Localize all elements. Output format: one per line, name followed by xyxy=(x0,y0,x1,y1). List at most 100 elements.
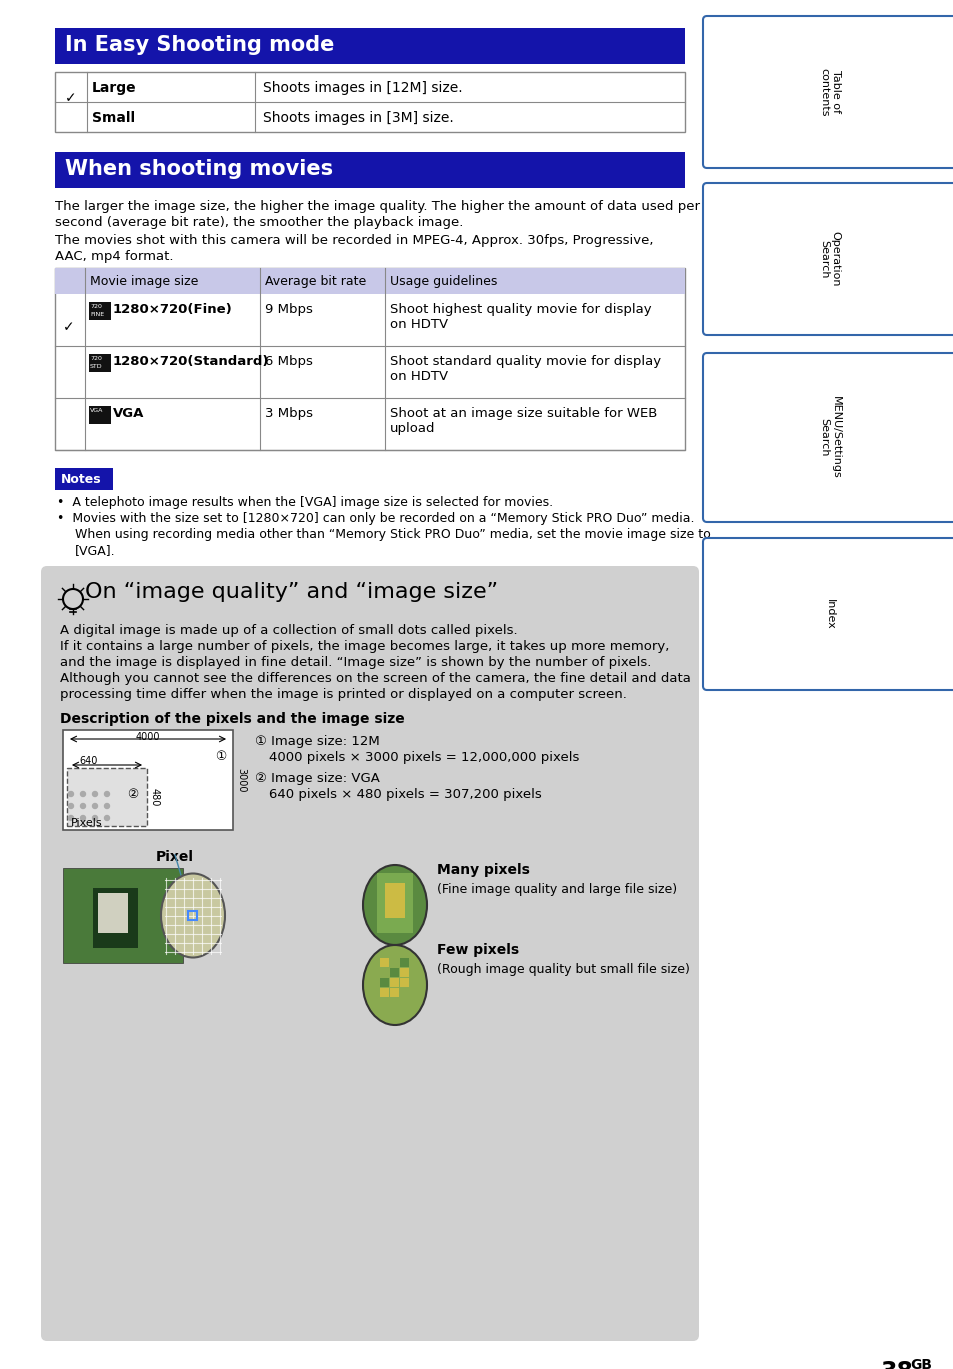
Bar xyxy=(399,977,409,987)
Bar xyxy=(399,988,409,997)
Text: The larger the image size, the higher the image quality. The higher the amount o: The larger the image size, the higher th… xyxy=(55,200,700,214)
Text: Shoots images in [12M] size.: Shoots images in [12M] size. xyxy=(263,81,462,94)
Text: 3000: 3000 xyxy=(235,768,246,793)
Circle shape xyxy=(80,816,86,820)
Text: GB: GB xyxy=(909,1358,931,1369)
Text: Shoots images in [3M] size.: Shoots images in [3M] size. xyxy=(263,111,454,125)
Text: VGA: VGA xyxy=(112,407,144,420)
Text: 4000 pixels × 3000 pixels = 12,000,000 pixels: 4000 pixels × 3000 pixels = 12,000,000 p… xyxy=(269,752,578,764)
Text: Small: Small xyxy=(91,111,135,125)
Bar xyxy=(55,268,684,294)
Text: VGA: VGA xyxy=(90,408,103,413)
Text: 1280×720(Fine): 1280×720(Fine) xyxy=(112,303,233,316)
Text: [VGA].: [VGA]. xyxy=(75,543,115,557)
Text: Shoot at an image size suitable for WEB
upload: Shoot at an image size suitable for WEB … xyxy=(390,407,657,435)
Text: 3 Mbps: 3 Mbps xyxy=(265,407,313,420)
Text: 720: 720 xyxy=(90,356,102,361)
Text: FINE: FINE xyxy=(90,312,104,318)
Text: A digital image is made up of a collection of small dots called pixels.: A digital image is made up of a collecti… xyxy=(60,624,517,637)
Text: Index: Index xyxy=(824,598,834,630)
Bar xyxy=(55,268,684,450)
Ellipse shape xyxy=(161,873,225,957)
Text: 9 Mbps: 9 Mbps xyxy=(265,303,313,316)
Bar xyxy=(89,407,111,424)
Bar xyxy=(55,152,684,188)
Circle shape xyxy=(105,816,110,820)
Text: processing time differ when the image is printed or displayed on a computer scre: processing time differ when the image is… xyxy=(60,689,626,701)
Text: Movie image size: Movie image size xyxy=(90,275,198,287)
Text: 1280×720(Standard): 1280×720(Standard) xyxy=(112,355,269,368)
Text: (Fine image quality and large file size): (Fine image quality and large file size) xyxy=(436,883,677,895)
Text: ✓: ✓ xyxy=(63,320,74,334)
FancyBboxPatch shape xyxy=(41,565,699,1342)
FancyBboxPatch shape xyxy=(702,16,953,168)
Circle shape xyxy=(80,804,86,809)
Bar xyxy=(390,977,398,987)
Bar xyxy=(67,768,147,826)
Circle shape xyxy=(80,791,86,797)
Text: ② Image size: VGA: ② Image size: VGA xyxy=(254,772,379,784)
Text: On “image quality” and “image size”: On “image quality” and “image size” xyxy=(85,582,497,602)
Text: Many pixels: Many pixels xyxy=(436,862,529,878)
Ellipse shape xyxy=(363,945,427,1025)
Text: Large: Large xyxy=(91,81,136,94)
Text: 4000: 4000 xyxy=(136,732,160,742)
Text: MENU/Settings
Search: MENU/Settings Search xyxy=(819,396,840,479)
Bar xyxy=(379,958,389,967)
Text: Few pixels: Few pixels xyxy=(436,943,518,957)
Bar xyxy=(390,968,398,977)
Text: ②: ② xyxy=(127,789,138,801)
Circle shape xyxy=(69,804,73,809)
Bar xyxy=(379,968,389,977)
Text: 640 pixels × 480 pixels = 307,200 pixels: 640 pixels × 480 pixels = 307,200 pixels xyxy=(269,789,541,801)
Text: 720: 720 xyxy=(90,304,102,309)
Text: When shooting movies: When shooting movies xyxy=(65,159,333,179)
Text: ① Image size: 12M: ① Image size: 12M xyxy=(254,735,379,747)
Text: second (average bit rate), the smoother the playback image.: second (average bit rate), the smoother … xyxy=(55,216,463,229)
Text: Pixels: Pixels xyxy=(71,819,103,828)
Text: Although you cannot see the differences on the screen of the camera, the fine de: Although you cannot see the differences … xyxy=(60,672,690,684)
Bar xyxy=(379,988,389,997)
Text: 480: 480 xyxy=(150,787,160,806)
Text: AAC, mp4 format.: AAC, mp4 format. xyxy=(55,251,173,263)
Bar xyxy=(379,977,389,987)
Text: •  A telephoto image results when the [VGA] image size is selected for movies.: • A telephoto image results when the [VG… xyxy=(57,496,553,509)
Text: Operation
Search: Operation Search xyxy=(819,231,840,286)
Text: If it contains a large number of pixels, the image becomes large, it takes up mo: If it contains a large number of pixels,… xyxy=(60,639,669,653)
Circle shape xyxy=(92,804,97,809)
Text: ✓: ✓ xyxy=(65,90,76,105)
Text: Table of
contents: Table of contents xyxy=(819,67,840,116)
Bar xyxy=(399,958,409,967)
Text: Shoot standard quality movie for display
on HDTV: Shoot standard quality movie for display… xyxy=(390,355,660,383)
Text: When using recording media other than “Memory Stick PRO Duo” media, set the movi: When using recording media other than “M… xyxy=(75,528,710,541)
Circle shape xyxy=(92,791,97,797)
Bar xyxy=(385,883,405,919)
Text: Average bit rate: Average bit rate xyxy=(265,275,366,287)
Text: •  Movies with the size set to [1280×720] can only be recorded on a “Memory Stic: • Movies with the size set to [1280×720]… xyxy=(57,512,694,524)
Bar xyxy=(55,27,684,64)
Ellipse shape xyxy=(363,865,427,945)
Text: (Rough image quality but small file size): (Rough image quality but small file size… xyxy=(436,962,689,976)
Bar xyxy=(55,73,684,131)
Text: 640: 640 xyxy=(79,756,97,767)
Bar xyxy=(376,873,413,934)
Text: 38: 38 xyxy=(879,1359,912,1369)
Text: and the image is displayed in fine detail. “Image size” is shown by the number o: and the image is displayed in fine detai… xyxy=(60,656,651,669)
Bar xyxy=(92,888,138,947)
Circle shape xyxy=(92,816,97,820)
Text: Usage guidelines: Usage guidelines xyxy=(390,275,497,287)
Bar xyxy=(390,958,398,967)
Bar xyxy=(89,355,111,372)
Bar xyxy=(63,868,183,962)
Bar xyxy=(189,910,197,920)
Circle shape xyxy=(105,804,110,809)
FancyBboxPatch shape xyxy=(702,353,953,522)
Text: ①: ① xyxy=(214,750,226,763)
Bar xyxy=(390,988,398,997)
Text: Description of the pixels and the image size: Description of the pixels and the image … xyxy=(60,712,404,726)
Text: Notes: Notes xyxy=(61,474,102,486)
Text: 6 Mbps: 6 Mbps xyxy=(265,355,313,368)
Text: The movies shot with this camera will be recorded in MPEG-4, Approx. 30fps, Prog: The movies shot with this camera will be… xyxy=(55,234,653,246)
Text: Pixel: Pixel xyxy=(156,850,193,864)
Bar xyxy=(399,968,409,977)
